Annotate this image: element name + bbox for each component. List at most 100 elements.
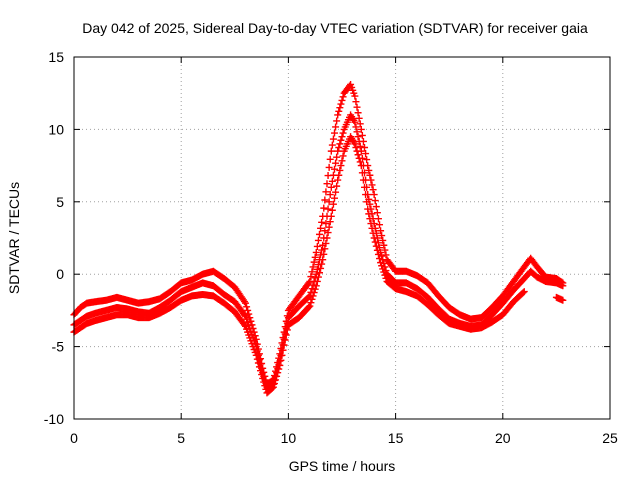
- data-point-marker: [362, 191, 370, 199]
- data-point-marker: [327, 147, 335, 155]
- data-point-marker: [337, 162, 345, 170]
- data-point-marker: [277, 356, 285, 364]
- data-point-marker: [351, 118, 359, 126]
- data-point-marker: [377, 227, 385, 235]
- data-point-marker: [279, 346, 287, 354]
- data-point-marker: [335, 171, 343, 179]
- data-point-marker: [270, 380, 278, 388]
- data-point-marker: [315, 230, 323, 238]
- data-point-marker: [354, 151, 362, 159]
- data-point-marker: [275, 365, 283, 373]
- data-point-marker: [254, 359, 262, 367]
- data-point-marker: [253, 355, 261, 363]
- data-point-marker: [332, 159, 340, 167]
- data-point-marker: [308, 268, 316, 276]
- y-tick-label: 5: [56, 194, 64, 210]
- data-point-marker: [319, 256, 327, 264]
- x-tick-label: 20: [495, 430, 511, 446]
- data-point-marker: [323, 234, 331, 242]
- data-point-marker: [269, 383, 277, 391]
- data-point-marker: [252, 351, 260, 359]
- data-point-marker: [320, 204, 328, 212]
- data-point-marker: [325, 198, 333, 206]
- data-point-marker: [358, 169, 366, 177]
- data-point-marker: [280, 341, 288, 349]
- data-point-marker: [361, 183, 369, 191]
- data-point-marker: [268, 384, 276, 392]
- data-point-marker: [380, 268, 388, 276]
- data-point-marker: [374, 250, 382, 258]
- data-point-marker: [318, 246, 326, 254]
- data-point-marker: [334, 111, 342, 119]
- data-point-marker: [276, 361, 284, 369]
- data-point-marker: [353, 103, 361, 111]
- data-point-marker: [310, 289, 318, 297]
- data-point-marker: [315, 269, 323, 277]
- y-tick-label: 0: [56, 266, 64, 282]
- data-point-marker: [369, 186, 377, 194]
- data-point-marker: [362, 150, 370, 158]
- data-point-marker: [363, 156, 371, 164]
- data-point-marker: [373, 246, 381, 254]
- data-point-marker: [352, 98, 360, 106]
- data-point-marker: [365, 166, 373, 174]
- data-point-marker: [309, 263, 317, 271]
- data-point-marker: [247, 327, 255, 335]
- data-point-marker: [359, 176, 367, 184]
- data-point-marker: [559, 282, 567, 290]
- data-point-marker: [364, 205, 372, 213]
- data-point-marker: [357, 125, 365, 133]
- data-point-marker: [354, 109, 362, 117]
- data-point-marker: [322, 188, 330, 196]
- x-tick-label: 15: [388, 430, 404, 446]
- data-point-marker: [351, 140, 359, 148]
- data-point-marker: [311, 274, 319, 282]
- data-point-marker: [255, 363, 263, 371]
- data-point-marker: [337, 100, 345, 108]
- data-point-marker: [240, 321, 248, 329]
- data-point-marker: [242, 312, 250, 320]
- data-point-marker: [353, 147, 361, 155]
- data-point-marker: [520, 288, 528, 296]
- data-point-marker: [365, 210, 373, 218]
- data-point-marker: [328, 177, 336, 185]
- data-point-marker: [368, 224, 376, 232]
- data-point-marker: [309, 281, 317, 289]
- data-point-marker: [244, 306, 252, 314]
- data-point-marker: [336, 104, 344, 112]
- data-point-marker: [368, 181, 376, 189]
- data-point-marker: [371, 197, 379, 205]
- data-point-marker: [312, 248, 320, 256]
- data-point-marker: [356, 142, 364, 150]
- data-point-marker: [329, 200, 337, 208]
- data-point-marker: [335, 107, 343, 115]
- data-point-marker: [370, 234, 378, 242]
- data-point-marker: [333, 117, 341, 125]
- y-tick-label: -10: [44, 411, 64, 427]
- data-point-marker: [382, 251, 390, 259]
- data-point-marker: [356, 120, 364, 128]
- data-point-marker: [381, 271, 389, 279]
- data-point-marker: [261, 382, 269, 390]
- data-point-marker: [372, 203, 380, 211]
- data-point-marker: [311, 285, 319, 293]
- data-point-marker: [314, 273, 322, 281]
- data-point-marker: [310, 258, 318, 266]
- data-point-marker: [377, 259, 385, 267]
- data-point-marker: [307, 299, 315, 307]
- data-point-marker: [356, 158, 364, 166]
- data-point-marker: [247, 317, 255, 325]
- data-point-marker: [325, 163, 333, 171]
- data-point-marker: [246, 324, 254, 332]
- data-point-marker: [273, 372, 281, 380]
- y-tick-label: -5: [52, 339, 65, 355]
- data-point-marker: [320, 250, 328, 258]
- data-point-marker: [352, 144, 360, 151]
- data-point-marker: [370, 191, 378, 199]
- data-point-marker: [318, 218, 326, 226]
- data-point-marker: [309, 292, 317, 300]
- data-point-marker: [354, 133, 362, 141]
- data-point-marker: [366, 215, 374, 223]
- plot-area-border: [73, 56, 611, 420]
